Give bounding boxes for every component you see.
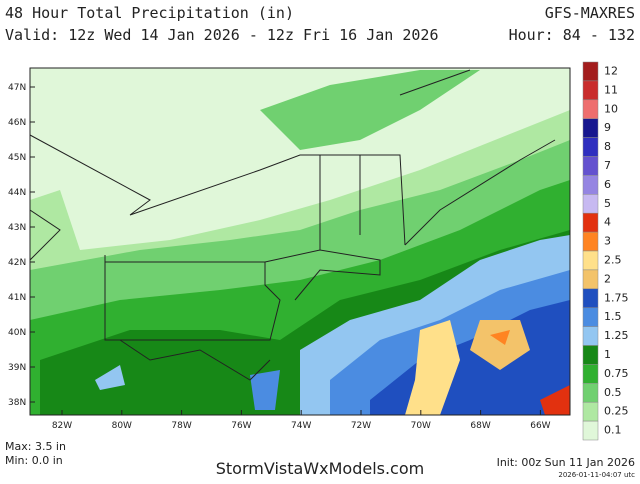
legend-swatch: [582, 194, 599, 214]
hour-range: Hour: 84 - 132: [509, 26, 635, 44]
legend-swatch: [582, 118, 599, 138]
legend-swatch: [582, 307, 599, 327]
lat-label: 39N: [8, 363, 26, 373]
legend-label: 11: [604, 83, 618, 96]
legend-label: 7: [604, 159, 611, 172]
legend-label: 1: [604, 348, 611, 361]
legend-swatch: [582, 383, 599, 403]
min: Min: 0.0 in: [5, 454, 63, 467]
legend-label: 4: [604, 216, 611, 229]
lon-label: 72W: [351, 421, 371, 431]
init-time: Init: 00z Sun 11 Jan 2026: [497, 456, 635, 469]
legend-label: 10: [604, 102, 618, 115]
lon-label: 74W: [291, 421, 311, 431]
legend-swatch: [582, 420, 599, 441]
legend-label: 2.5: [604, 253, 622, 266]
legend-swatch: [582, 137, 599, 157]
legend-label: 3: [604, 235, 611, 248]
lat-label: 43N: [8, 223, 26, 233]
lat-label: 41N: [8, 293, 26, 303]
map: [29, 67, 571, 416]
legend-swatch: [582, 326, 599, 346]
legend-swatch: [582, 61, 599, 82]
legend-label: 12: [604, 64, 618, 77]
legend-swatch: [582, 250, 599, 271]
legend-swatch: [582, 156, 599, 176]
lat-label: 46N: [8, 118, 26, 128]
map-frame: [29, 67, 571, 416]
legend-label: 1.25: [604, 329, 629, 342]
lon-label: 78W: [171, 421, 191, 431]
timestamp: 2026-01-11-04:07 utc: [558, 471, 635, 479]
lon-label: 68W: [470, 421, 490, 431]
lat-label: 38N: [8, 398, 26, 408]
legend-swatch: [582, 212, 599, 233]
legend-swatch: [582, 345, 599, 365]
title: 48 Hour Total Precipitation (in): [5, 4, 294, 22]
legend-swatch: [582, 231, 599, 252]
lat-label: 44N: [8, 188, 26, 198]
legend-label: 8: [604, 140, 611, 153]
legend-label: 1.5: [604, 310, 622, 323]
lon-label: 80W: [112, 421, 132, 431]
legend-label: 0.75: [604, 367, 629, 380]
lat-label: 47N: [8, 83, 26, 93]
legend-label: 5: [604, 197, 611, 210]
legend-swatch: [582, 288, 599, 308]
max: Max: 3.5 in: [5, 440, 66, 453]
model: GFS-MAXRES: [545, 4, 635, 22]
lon-label: 82W: [52, 421, 72, 431]
lat-label: 42N: [8, 258, 26, 268]
legend-swatch: [582, 99, 599, 119]
legend-swatch: [582, 401, 599, 422]
legend-label: 2: [604, 272, 611, 285]
legend-swatch: [582, 80, 599, 101]
lon-label: 70W: [411, 421, 431, 431]
legend-swatch: [582, 175, 599, 195]
lon-label: 66W: [530, 421, 550, 431]
legend-label: 0.1: [604, 424, 622, 437]
site: StormVistaWxModels.com: [216, 459, 424, 478]
lat-label: 40N: [8, 328, 26, 338]
legend-label: 0.25: [604, 405, 629, 418]
lon-label: 76W: [231, 421, 251, 431]
legend-label: 1.75: [604, 291, 629, 304]
legend-swatch: [582, 269, 599, 290]
legend-label: 0.5: [604, 386, 622, 399]
legend-swatch: [582, 364, 599, 384]
valid-time: Valid: 12z Wed 14 Jan 2026 - 12z Fri 16 …: [5, 26, 438, 44]
legend-label: 9: [604, 121, 611, 134]
legend-label: 6: [604, 178, 611, 191]
lat-label: 45N: [8, 153, 26, 163]
